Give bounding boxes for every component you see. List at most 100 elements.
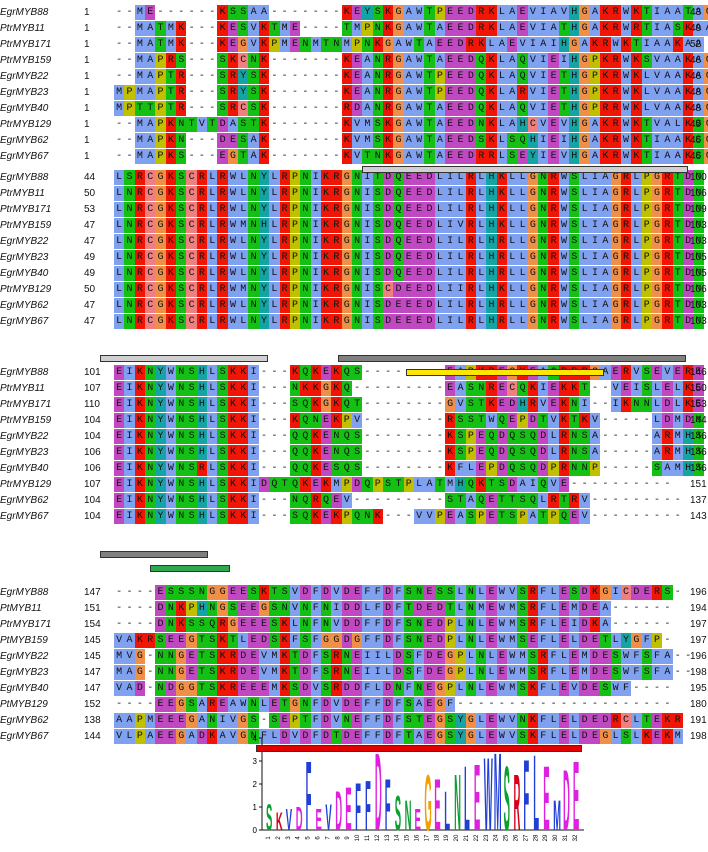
residue: F [258, 729, 270, 744]
residue: - [591, 399, 598, 410]
residue: S [176, 186, 187, 201]
residue: D [320, 729, 332, 744]
residue: I [455, 282, 466, 297]
residue: A [434, 149, 445, 164]
residue: E [620, 381, 632, 396]
residue: A [455, 381, 466, 396]
logo-position-label: 29 [543, 834, 549, 841]
residue: S [445, 729, 456, 744]
residue: A [434, 117, 445, 132]
residue: - [385, 415, 392, 426]
residue: I [589, 298, 601, 313]
residue: G [527, 250, 539, 265]
residue: Q [517, 69, 528, 84]
residue: D [382, 250, 394, 265]
residue: S [403, 713, 414, 728]
residue: A [403, 101, 414, 116]
residue: - [602, 511, 609, 522]
residue: - [591, 495, 598, 506]
residue: I [538, 5, 549, 20]
start-position: 1 [84, 135, 90, 146]
residue: D [300, 649, 311, 664]
residue: K [289, 413, 301, 428]
residue: D [382, 266, 394, 281]
residue: E [279, 713, 290, 728]
residue: F [393, 729, 404, 744]
residue: N [320, 601, 332, 616]
residue: S [238, 5, 249, 20]
sequence-row: EgrMYB62 104 E I K N Y W N S H L S K K I - - - N Q R Q E V - - - - - -… [0, 493, 708, 508]
residue: E [548, 397, 559, 412]
residue: K [134, 477, 146, 492]
logo-letter: N [454, 760, 461, 848]
residue: N [124, 298, 135, 313]
residue: R [310, 493, 321, 508]
residue: K [382, 21, 394, 36]
residue: R [217, 298, 228, 313]
residue: G [393, 149, 404, 164]
residue: W [165, 493, 177, 508]
residue: D [341, 617, 352, 632]
residue: V [507, 713, 518, 728]
residue: R [548, 314, 559, 329]
residue: S [569, 234, 580, 249]
residue: T [672, 186, 683, 201]
residue: Y [238, 69, 249, 84]
residue: K [165, 314, 177, 329]
residue: I [248, 493, 259, 508]
residue: - [654, 619, 661, 630]
residue: K [165, 186, 177, 201]
sequence-row: EgrMYB40 147 V A D - N D G G T S K R E E E M K S D V S R D D F L D N F… [0, 681, 708, 696]
residue: - [323, 103, 330, 114]
residue: K [238, 429, 249, 444]
residue: M [134, 85, 146, 100]
residue: N [331, 429, 342, 444]
residue: - [126, 23, 133, 34]
residue: L [486, 649, 497, 664]
residue: E [413, 298, 425, 313]
residue: K [486, 5, 497, 20]
end-position: 49 [690, 23, 702, 34]
residue: D [434, 601, 445, 616]
residue: E [548, 133, 559, 148]
sequence-name: PtrMYB129 [0, 479, 52, 490]
residue: - [292, 135, 299, 146]
residue: F [403, 681, 414, 696]
residue: C [186, 266, 197, 281]
residue: N [341, 649, 352, 664]
residue: A [145, 37, 156, 52]
sequence-row: PtrMYB171 53 L N R C G K S C R L R W L N Y L R P N I K R G N I S D Q E… [0, 202, 708, 217]
residue: H [486, 314, 497, 329]
residue: D [682, 282, 694, 297]
residue: K [682, 381, 694, 396]
residue: M [672, 445, 683, 460]
residue: I [248, 381, 259, 396]
residue: A [507, 53, 518, 68]
residue: D [507, 397, 518, 412]
logo-letter: D [335, 781, 342, 842]
residue: L [579, 218, 590, 233]
residue: M [507, 601, 518, 616]
residue: T [155, 37, 166, 52]
residue: L [455, 186, 466, 201]
residue: Y [258, 186, 270, 201]
residue: S [620, 729, 632, 744]
end-position: 137 [690, 495, 707, 506]
residue: P [589, 69, 601, 84]
residue: V [527, 69, 539, 84]
residue: - [260, 463, 267, 474]
residue: G [445, 397, 456, 412]
residue: T [558, 85, 570, 100]
residue: F [393, 713, 404, 728]
residue: W [413, 69, 425, 84]
residue: R [279, 186, 290, 201]
sequence-row: PtrMYB11 107 E I K N Y W N S H L S K K I - - - N K K G K Q - - - - - -… [0, 381, 708, 396]
residue: R [548, 298, 559, 313]
residue: Q [476, 85, 487, 100]
residue: I [310, 282, 321, 297]
residue: A [496, 37, 508, 52]
residue: - [674, 495, 681, 506]
residue: R [465, 234, 477, 249]
residue: R [465, 202, 477, 217]
residue: S [372, 186, 383, 201]
